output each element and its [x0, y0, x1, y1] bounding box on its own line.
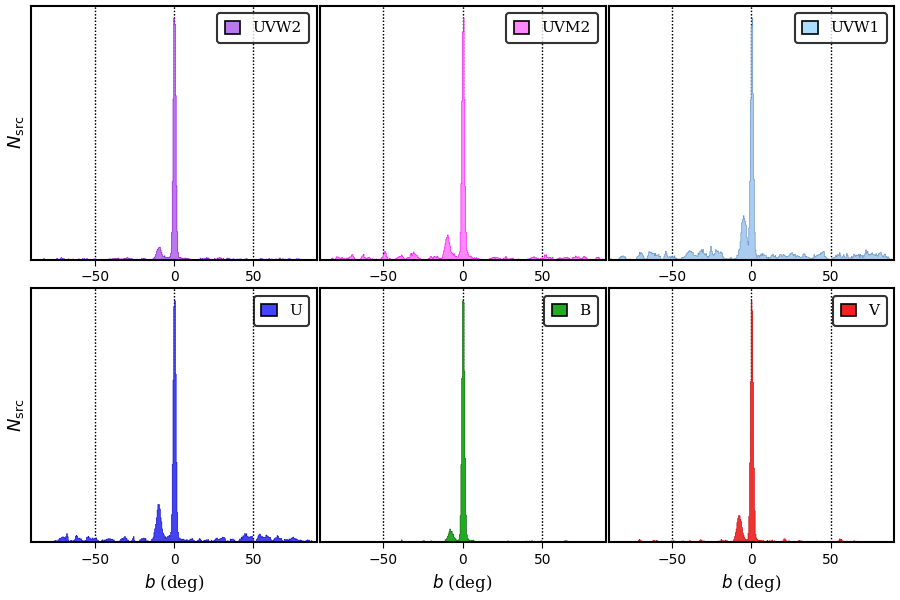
Y-axis label: $N_{\rm src}$: $N_{\rm src}$ [5, 398, 25, 432]
Legend: UVW1: UVW1 [795, 13, 886, 43]
X-axis label: $b$ (deg): $b$ (deg) [144, 572, 204, 595]
X-axis label: $b$ (deg): $b$ (deg) [721, 572, 782, 595]
Legend: UVM2: UVM2 [506, 13, 598, 43]
Legend: U: U [254, 296, 310, 326]
Legend: B: B [544, 296, 598, 326]
Legend: UVW2: UVW2 [218, 13, 310, 43]
Y-axis label: $N_{\rm src}$: $N_{\rm src}$ [5, 116, 25, 149]
Legend: V: V [833, 296, 886, 326]
X-axis label: $b$ (deg): $b$ (deg) [433, 572, 493, 595]
